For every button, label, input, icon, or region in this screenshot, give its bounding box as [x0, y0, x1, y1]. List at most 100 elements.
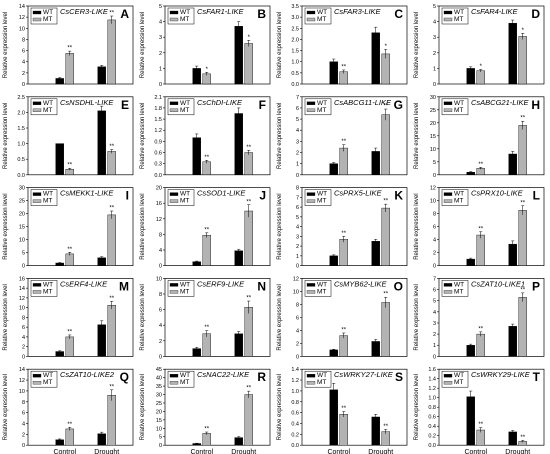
y-axis-label: Relative expression level — [277, 12, 283, 78]
y-tick-label: 7 — [433, 276, 436, 282]
legend-swatch-mt — [169, 381, 179, 385]
y-tick-label: 0 — [159, 443, 162, 449]
y-tick-label: 8 — [296, 186, 299, 192]
legend-label-wt: WT — [180, 9, 190, 16]
bar-wt-drought — [371, 151, 380, 176]
legend-label-wt: WT — [43, 100, 53, 107]
bar-mt-drought — [107, 19, 116, 85]
y-tick-label: 4 — [22, 335, 25, 341]
y-axis-label: Relative expression level — [277, 193, 283, 259]
y-tick-label: 0.0 — [428, 443, 436, 449]
y-tick-label: 10 — [19, 389, 25, 395]
y-tick-label: 8 — [22, 37, 25, 43]
plot-frame — [301, 368, 408, 446]
bar-mt-drought — [381, 53, 390, 85]
y-tick-label: 2 — [22, 432, 25, 438]
y-tick-label: 2 — [433, 251, 436, 257]
legend-label-mt: MT — [454, 16, 463, 23]
legend-swatch-wt — [443, 374, 453, 378]
significance-mark: * — [385, 44, 388, 50]
legend-swatch-wt — [32, 283, 42, 287]
bar-wt-drought — [508, 326, 517, 357]
y-tick-label: 4 — [159, 248, 162, 254]
panel-title: CsZAT10-LIKE1 — [471, 279, 525, 288]
y-tick-label: 1.4 — [291, 367, 299, 373]
y-tick-label: 3 — [433, 321, 436, 327]
legend-label-mt: MT — [454, 288, 463, 295]
y-tick-label: 20 — [19, 212, 25, 218]
panel-title: CsFAR1-LIKE — [197, 7, 245, 16]
bar-mt-drought — [244, 152, 253, 176]
x-tick-label: Control — [327, 449, 350, 454]
bar-mt-drought — [518, 210, 527, 266]
bar-mt-control — [202, 433, 211, 446]
bar-wt-drought — [234, 250, 243, 266]
y-tick-label: 2 — [296, 244, 299, 250]
legend-swatch-mt — [169, 199, 179, 203]
bar-mt-drought — [107, 214, 116, 266]
significance-mark: ** — [204, 427, 209, 433]
plot-frame — [164, 368, 271, 446]
panel-n: 0 2 4 6 8 10 Relative expression level CsERF9-L… — [140, 276, 271, 360]
y-tick-label: 1.5 — [291, 49, 299, 55]
y-tick-label: 0.0 — [17, 173, 25, 179]
y-tick-label: 4 — [22, 60, 25, 66]
y-tick-label: 0.6 — [291, 411, 299, 417]
panel-a: 0 2 4 6 8 10 12 14 Relative expression level CsCE… — [3, 4, 134, 88]
legend-label-mt: MT — [317, 16, 326, 23]
legend-swatch-wt — [306, 374, 316, 378]
y-tick-label: 25 — [430, 108, 436, 114]
panel-title: CsPRX5-LIKE — [334, 189, 383, 198]
legend-swatch-wt — [443, 283, 453, 287]
y-tick-label: 6 — [22, 411, 25, 417]
significance-mark: ** — [478, 422, 483, 428]
panel-j: 0 4 8 12 16 20 Relative expression level CsSOD1… — [140, 186, 271, 270]
legend-swatch-wt — [169, 10, 179, 15]
y-tick-label: 30 — [19, 186, 25, 192]
y-tick-label: 2 — [159, 339, 162, 345]
significance-mark: * — [480, 64, 483, 70]
significance-mark: ** — [520, 287, 525, 293]
significance-mark: ** — [520, 435, 525, 441]
significance-mark: ** — [383, 104, 388, 110]
panel-o: 0 2 4 6 8 10 12 Relative expression level CsMYB6… — [277, 276, 408, 360]
y-tick-label: 6 — [296, 205, 299, 211]
y-tick-label: 1.0 — [291, 60, 299, 66]
y-tick-label: 6 — [159, 308, 162, 314]
bar-mt-control — [476, 234, 485, 266]
y-tick-label: 6 — [433, 225, 436, 231]
significance-mark: ** — [478, 226, 483, 232]
y-tick-label: 0.6 — [428, 415, 436, 421]
legend-label-mt: MT — [454, 379, 463, 386]
panel-title: CsERF4-LIKE — [60, 279, 108, 288]
y-axis-label: Relative expression level — [3, 12, 9, 78]
y-axis-label: Relative expression level — [414, 103, 420, 169]
panel-letter: S — [395, 370, 403, 384]
y-tick-label: 0 — [433, 354, 436, 360]
significance-mark: ** — [204, 325, 209, 331]
panel-letter: A — [120, 7, 129, 21]
y-tick-label: 3 — [433, 35, 436, 41]
legend-swatch-wt — [169, 374, 179, 378]
y-tick-label: 1.6 — [428, 367, 436, 373]
significance-mark: ** — [204, 155, 209, 161]
legend-swatch-wt — [32, 192, 42, 196]
significance-mark: ** — [67, 46, 72, 52]
panel-letter: Q — [120, 370, 129, 384]
y-tick-label: 0 — [433, 264, 436, 270]
legend-label-mt: MT — [43, 288, 52, 295]
y-tick-label: 20 — [156, 409, 162, 415]
bar-wt-control — [329, 163, 338, 176]
bar-wt-drought — [97, 66, 106, 85]
legend-swatch-mt — [169, 108, 179, 112]
y-tick-label: 6 — [296, 315, 299, 321]
significance-mark: ** — [520, 200, 525, 206]
bar-wt-control — [55, 78, 64, 85]
legend-swatch-mt — [443, 290, 453, 294]
panel-title: CsZAT10-LIKE2 — [60, 370, 115, 379]
legend-label-wt: WT — [454, 281, 464, 288]
legend-label-mt: MT — [317, 379, 326, 386]
y-tick-label: 3 — [159, 35, 162, 41]
bar-mt-drought — [518, 36, 527, 85]
bar-wt-drought — [97, 110, 106, 176]
